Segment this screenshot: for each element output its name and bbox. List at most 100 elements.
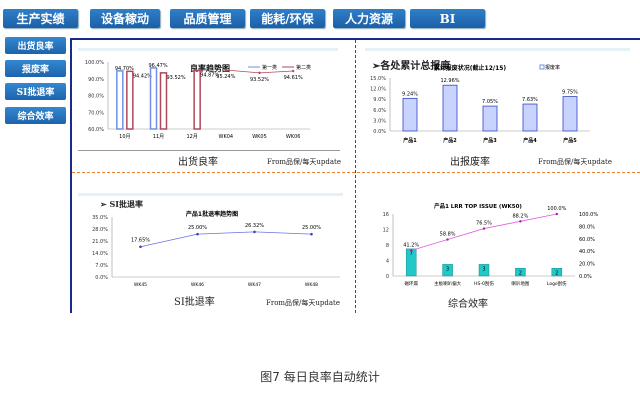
yield-bar bbox=[159, 72, 168, 130]
si-point bbox=[196, 232, 199, 236]
scrap-y-tick: 6.0% bbox=[373, 108, 386, 114]
nav-tab-equipment[interactable]: 设备稼动 bbox=[90, 9, 160, 28]
horizontal-divider bbox=[72, 172, 640, 173]
yield-point bbox=[224, 68, 228, 72]
pareto-cum-label: 41.2% bbox=[403, 242, 419, 248]
scrap-x-tick: 产品2 bbox=[443, 137, 457, 144]
legend-label: 第二类 bbox=[296, 64, 311, 71]
nav-tab-quality[interactable]: 品质管理 bbox=[170, 9, 245, 28]
yield-x-tick: 11月 bbox=[153, 134, 164, 140]
scrap-x-tick: 产品3 bbox=[483, 137, 497, 144]
yield-bar bbox=[149, 67, 158, 130]
si-title: 产品1批退率趋势图 bbox=[186, 210, 238, 218]
si-y-tick: 14.0% bbox=[92, 251, 108, 257]
pareto-y2-tick: 100.0% bbox=[579, 212, 598, 218]
pareto-cum-point bbox=[482, 227, 486, 230]
si-y-tick: 28.0% bbox=[92, 227, 108, 233]
yield-bar-label: 93.52% bbox=[167, 75, 186, 81]
si-point bbox=[139, 245, 142, 249]
scrap-bar-label: 7.05% bbox=[482, 99, 498, 105]
pareto-bar bbox=[551, 268, 563, 277]
si-x-tick: WK48 bbox=[305, 282, 318, 288]
header-band bbox=[78, 193, 343, 196]
yield-x-tick: 12月 bbox=[186, 134, 197, 140]
scrap-legend: 报废率 bbox=[545, 64, 560, 71]
pareto-x-tick: 主板喇叭偏大 bbox=[434, 280, 461, 287]
si-x-tick: WK45 bbox=[134, 282, 147, 288]
figure-caption: 图7 每日良率自动统计 bbox=[260, 370, 380, 384]
yield-underline bbox=[78, 150, 340, 151]
scrap-x-tick: 产品1 bbox=[403, 137, 417, 144]
si-line bbox=[140, 231, 312, 248]
yield-y-tick: 90.0% bbox=[88, 77, 104, 83]
scrap-bar-label: 9.24% bbox=[402, 91, 418, 97]
pareto-cum-label: 100.0% bbox=[547, 206, 566, 212]
header-band bbox=[78, 48, 338, 51]
pareto-bar bbox=[442, 264, 453, 277]
pareto-title: 产品1 LRR TOP ISSUE (WK50) bbox=[434, 202, 522, 210]
pareto-x-tick: HS-0刮伤 bbox=[474, 280, 494, 287]
si-y-tick: 21.0% bbox=[92, 239, 108, 245]
pareto-y2-tick: 20.0% bbox=[579, 262, 595, 268]
yield-source: From品保/每天update bbox=[267, 158, 342, 166]
si-x-tick: WK47 bbox=[248, 282, 261, 288]
scrap-heading: ➢各处累计总报废 bbox=[372, 61, 451, 72]
yield-y-tick: 60.0% bbox=[88, 127, 104, 133]
yield-point bbox=[258, 71, 261, 75]
yield-bar bbox=[126, 70, 134, 130]
pareto-y-tick: 16 bbox=[383, 212, 389, 218]
scrap-bar bbox=[482, 105, 498, 132]
dashboard-panel bbox=[70, 38, 640, 313]
scrap-bar bbox=[522, 103, 538, 132]
yield-y-tick: 70.0% bbox=[88, 110, 104, 116]
nav-tab-bi[interactable]: BI bbox=[410, 9, 485, 28]
sidebar-item-scrap[interactable]: 报废率 bbox=[5, 60, 66, 77]
sidebar-item-si[interactable]: SI批退率 bbox=[5, 83, 66, 100]
yield-bar-label: 94.42% bbox=[133, 73, 152, 79]
pareto-y2-tick: 80.0% bbox=[579, 224, 595, 230]
sidebar-item-yield[interactable]: 出货良率 bbox=[5, 37, 66, 54]
yield-point-label: 94.61% bbox=[284, 75, 303, 81]
yield-x-tick: WK05 bbox=[252, 134, 267, 140]
si-point-label: 25.00% bbox=[302, 225, 321, 231]
nav-tab-energy[interactable]: 能耗/环保 bbox=[250, 9, 325, 28]
pareto-cum-label: 88.2% bbox=[512, 213, 528, 219]
scrap-bar-label: 9.75% bbox=[562, 90, 578, 96]
scrap-bar-label: 12.96% bbox=[440, 78, 459, 84]
si-y-tick: 7.0% bbox=[95, 263, 108, 269]
pareto-y2-tick: 40.0% bbox=[579, 249, 595, 255]
nav-tab-production[interactable]: 生产实绩 bbox=[3, 9, 78, 28]
pareto-cum-line bbox=[411, 213, 557, 251]
scrap-bar bbox=[442, 84, 458, 132]
pareto-bar bbox=[478, 264, 490, 277]
yield-x-tick: 10月 bbox=[119, 134, 130, 140]
oee-caption: 综合效率 bbox=[448, 299, 488, 310]
pareto-x-tick: 喇叭地图 bbox=[511, 280, 529, 287]
pareto-bar-label: 2 bbox=[519, 270, 522, 276]
pareto-y-tick: 4 bbox=[386, 259, 389, 265]
pareto-cum-point bbox=[519, 220, 522, 223]
legend-label: 第一类 bbox=[262, 64, 277, 71]
pareto-bar-label: 3 bbox=[482, 266, 485, 272]
pareto-bar-label: 2 bbox=[555, 270, 558, 276]
si-point-label: 25.00% bbox=[188, 225, 207, 231]
pareto-cum-point bbox=[410, 249, 413, 252]
pareto-bar-label: 7 bbox=[410, 251, 413, 257]
scrap-y-tick: 12.0% bbox=[370, 87, 386, 93]
si-x-tick: WK46 bbox=[191, 282, 204, 288]
si-y-tick: 35.0% bbox=[92, 215, 108, 221]
si-point bbox=[253, 230, 256, 234]
pareto-cum-point bbox=[446, 238, 449, 241]
yield-bar bbox=[193, 69, 201, 130]
legend-swatch-icon bbox=[539, 64, 545, 70]
header-band bbox=[365, 48, 630, 51]
pareto-x-tick: 磁环漏 bbox=[404, 280, 418, 287]
scrap-source: From品保/每天update bbox=[538, 158, 613, 166]
yield-bar-label: 94.70% bbox=[115, 66, 134, 72]
pareto-y2-tick: 60.0% bbox=[579, 237, 595, 243]
scrap-bar bbox=[402, 97, 418, 132]
sidebar-item-oee[interactable]: 综合效率 bbox=[5, 107, 66, 124]
nav-tab-hr[interactable]: 人力资源 bbox=[333, 9, 405, 28]
si-point bbox=[310, 232, 313, 236]
